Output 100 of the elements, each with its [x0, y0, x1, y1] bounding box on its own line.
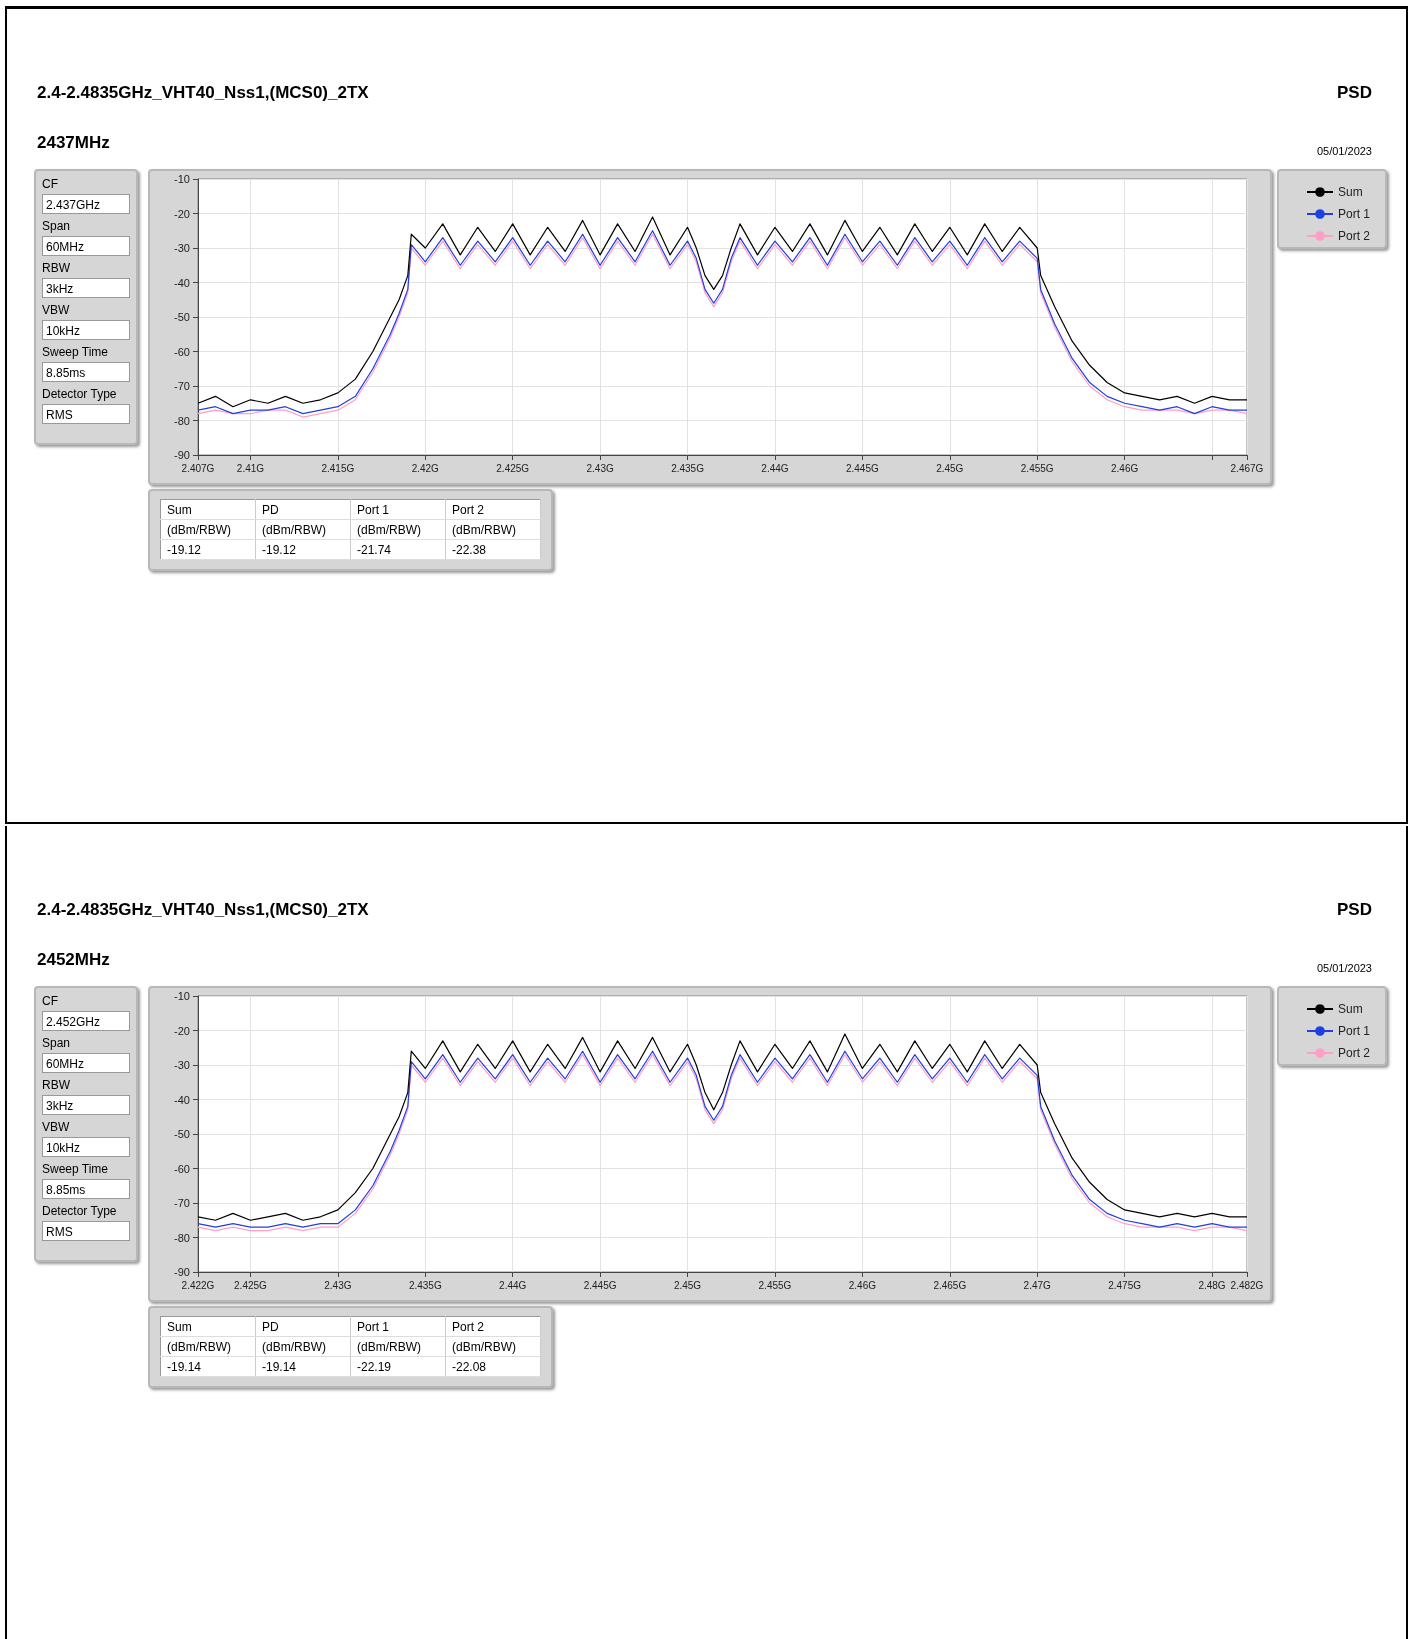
y-tick-label: -50: [174, 311, 190, 323]
text: Sweep Time: [42, 1161, 110, 1178]
text: Detector Type: [42, 386, 118, 403]
legend-label: Port 2: [1337, 1046, 1371, 1060]
x-tick-label: 2.445G: [845, 462, 879, 474]
x-tick-label: 2.407G: [181, 462, 215, 474]
text: RMS: [42, 404, 130, 424]
x-tick-label: 2.46G: [848, 1279, 877, 1291]
text: CF: [42, 176, 59, 193]
category-label: Port 1: [350, 1316, 446, 1337]
data-label: -19.12: [255, 539, 351, 560]
text: PSD: [1337, 900, 1372, 920]
text: 3kHz: [42, 278, 130, 298]
legend-label: Sum: [1337, 1002, 1363, 1016]
x-tick-label: 2.482G: [1230, 1279, 1264, 1291]
category-label: PD: [255, 499, 351, 520]
y-tick-label: -80: [174, 414, 190, 427]
y-tick-label: -10: [174, 990, 190, 1002]
y-tick-label: -70: [174, 380, 190, 392]
x-tick-label: 2.44G: [499, 1279, 527, 1291]
text: (dBm/RBW): [255, 1336, 351, 1357]
x-tick-label: 2.435G: [671, 462, 705, 474]
x-tick-label: 2.48G: [1198, 1279, 1226, 1291]
x-tick-label: 2.455G: [1020, 462, 1054, 474]
data-label: -19.14: [160, 1356, 256, 1377]
x-tick-label: 2.45G: [673, 1279, 702, 1291]
text: (dBm/RBW): [445, 1336, 541, 1357]
y-tick-label: -10: [174, 173, 190, 185]
y-tick-label: -90: [174, 449, 190, 461]
x-tick-label: 2.425G: [234, 1279, 268, 1291]
text: 60MHz: [42, 1053, 130, 1073]
data-label: -22.08: [445, 1356, 541, 1377]
y-tick-label: -60: [174, 1162, 190, 1175]
text: (dBm/RBW): [350, 1336, 446, 1357]
chart-title: 2.4-2.4835GHz_VHT40_Nss1,(MCS0)_2TX: [37, 83, 369, 103]
y-tick-label: -30: [174, 242, 190, 254]
x-tick-label: 2.435G: [408, 1279, 442, 1291]
y-tick-label: -50: [174, 1128, 190, 1140]
x-tick-label: 2.46G: [1110, 462, 1139, 474]
x-tick-label: 2.422G: [181, 1279, 215, 1291]
x-tick-label: 2.415G: [321, 462, 355, 474]
text: Span: [42, 218, 72, 235]
text: (dBm/RBW): [255, 519, 351, 540]
y-tick-label: -40: [174, 276, 190, 289]
text: Span: [42, 1035, 72, 1052]
y-tick-label: -60: [174, 345, 190, 358]
text: (dBm/RBW): [160, 519, 256, 540]
legend-label: Sum: [1337, 185, 1363, 199]
category-label: Sum: [160, 499, 256, 520]
text: 3kHz: [42, 1095, 130, 1115]
y-tick-label: -80: [174, 1231, 190, 1244]
data-label: -22.38: [445, 539, 541, 560]
category-label: Sum: [160, 1316, 256, 1337]
data-label: -19.12: [160, 539, 256, 560]
text: 10kHz: [42, 320, 130, 340]
x-tick-label: 2.44G: [761, 462, 789, 474]
x-tick-label: 2.43G: [324, 1279, 352, 1291]
text: 10kHz: [42, 1137, 130, 1157]
text: 60MHz: [42, 236, 130, 256]
text: VBW: [42, 1119, 71, 1136]
text: (dBm/RBW): [350, 519, 446, 540]
legend-label: Port 1: [1337, 1024, 1371, 1038]
chart-title: 2.4-2.4835GHz_VHT40_Nss1,(MCS0)_2TX: [37, 900, 369, 920]
x-tick-label: 2.47G: [1023, 1279, 1052, 1291]
text: 8.85ms: [42, 1179, 130, 1199]
chart-subtitle: 2452MHz: [37, 950, 110, 970]
y-tick-label: -90: [174, 1266, 190, 1278]
data-label: -21.74: [350, 539, 446, 560]
text: CF: [42, 993, 59, 1010]
y-tick-label: -40: [174, 1093, 190, 1106]
text: (dBm/RBW): [160, 1336, 256, 1357]
x-tick-label: 2.445G: [583, 1279, 617, 1291]
data-label: -19.14: [255, 1356, 351, 1377]
category-label: Port 2: [445, 499, 541, 520]
x-tick-label: 2.45G: [936, 462, 964, 474]
category-label: Port 1: [350, 499, 446, 520]
x-tick-label: 2.467G: [1230, 462, 1264, 474]
y-tick-label: -20: [174, 207, 190, 220]
text: 2.437GHz: [42, 194, 130, 214]
text: 05/01/2023: [1316, 145, 1372, 157]
text: Sweep Time: [42, 344, 110, 361]
text: RMS: [42, 1221, 130, 1241]
text: 05/01/2023: [1316, 962, 1372, 974]
category-label: Port 2: [445, 1316, 541, 1337]
text: PSD: [1337, 83, 1372, 103]
y-tick-label: -70: [174, 1197, 190, 1209]
text: 8.85ms: [42, 362, 130, 382]
x-tick-label: 2.455G: [758, 1279, 792, 1291]
x-tick-label: 2.425G: [496, 462, 530, 474]
y-tick-label: -20: [174, 1024, 190, 1037]
text: RBW: [42, 1077, 71, 1094]
data-label: -22.19: [350, 1356, 446, 1377]
x-tick-label: 2.42G: [411, 462, 440, 474]
text: (dBm/RBW): [445, 519, 541, 540]
x-tick-label: 2.43G: [586, 462, 614, 474]
text: RBW: [42, 260, 71, 277]
x-tick-label: 2.475G: [1108, 1279, 1142, 1291]
x-tick-label: 2.465G: [933, 1279, 967, 1291]
category-label: PD: [255, 1316, 351, 1337]
text: VBW: [42, 302, 71, 319]
